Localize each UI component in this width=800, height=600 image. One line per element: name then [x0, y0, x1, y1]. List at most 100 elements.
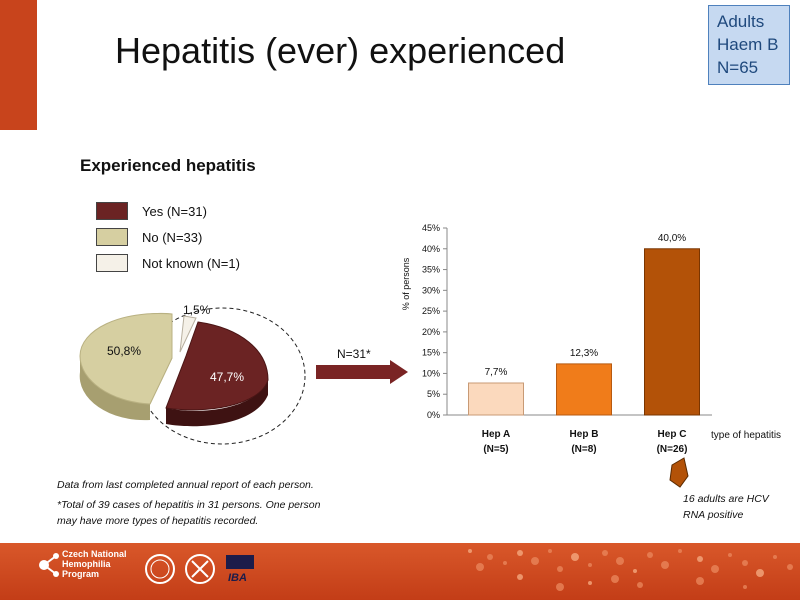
y-tick-label: 25%	[422, 306, 440, 316]
bar-category-count: (N=5)	[483, 444, 508, 455]
map-dot	[697, 556, 703, 562]
footer-bar: IBA Czech National Hemophilia Program	[0, 543, 800, 600]
pie-label-yes: 47,7%	[210, 370, 244, 384]
pie-label-no: 50,8%	[107, 344, 141, 358]
map-dot	[487, 554, 493, 560]
pie-highlight-ellipse	[138, 307, 306, 445]
info-box: Adults Haem B N=65	[708, 5, 790, 85]
map-dot	[588, 563, 592, 567]
footer-graphics: IBA	[39, 549, 793, 591]
map-dot	[588, 581, 592, 585]
info-box-line-3: N=65	[717, 58, 759, 77]
pie-slice-yes-side	[166, 380, 268, 427]
y-tick-label: 20%	[422, 327, 440, 337]
bar-category-count: (N=26)	[657, 444, 688, 455]
map-dot	[711, 565, 719, 573]
arrow-head	[390, 360, 408, 384]
note-total: *Total of 39 cases of hepatitis in 31 pe…	[57, 497, 320, 529]
hcv-callout-line-1: 16 adults are HCV	[683, 493, 769, 505]
bar-hep-a	[468, 382, 524, 416]
legend-swatch-unknown	[96, 254, 128, 272]
map-dot	[633, 569, 637, 573]
map-dot	[637, 582, 643, 588]
pie-legend: Yes (N=31) No (N=33) Not known (N=1)	[96, 198, 240, 276]
pie-slice-unknown	[179, 315, 197, 353]
note-total-line-1: *Total of 39 cases of hepatitis in 31 pe…	[57, 499, 321, 511]
map-dot	[602, 550, 608, 556]
map-dot	[647, 552, 653, 558]
arrow-label: N=31*	[337, 347, 371, 361]
program-logo-line-3: Program	[62, 569, 100, 579]
map-dot	[696, 577, 704, 585]
legend-item-no: No (N=33)	[96, 224, 240, 250]
map-dot	[678, 549, 682, 553]
bar-x-axis-label: type of hepatitis	[711, 430, 781, 441]
map-dot	[557, 566, 563, 572]
bar-hep-b	[556, 363, 612, 416]
legend-item-unknown: Not known (N=1)	[96, 250, 240, 276]
bar-category-label: Hep A	[482, 429, 511, 440]
network-icon	[39, 553, 59, 577]
map-dot	[571, 553, 579, 561]
bar-category-label: Hep B	[570, 429, 599, 440]
map-dot	[773, 555, 777, 559]
bar-marks: 7,7% Hep A (N=5) 12,3% Hep B (N=8) 40,0% Hep C (…	[468, 233, 700, 455]
info-box-line-1: Adults	[717, 12, 765, 31]
bar-y-axis-label: % of persons	[401, 257, 411, 310]
pie-slice-no-main	[79, 312, 173, 405]
university-seal-icon	[145, 554, 215, 584]
y-tick-label: 0%	[427, 410, 440, 420]
map-dot	[517, 550, 523, 556]
arrow-body	[316, 365, 390, 379]
bar-category-count: (N=8)	[571, 444, 596, 455]
bar-category-label: Hep C	[658, 429, 687, 440]
program-logo-line-2: Hemophilia	[62, 559, 111, 569]
map-dot	[728, 553, 732, 557]
bar-hep-c	[644, 248, 700, 416]
legend-label-no: No (N=33)	[142, 229, 203, 245]
bar-value-label: 7,7%	[485, 367, 508, 378]
info-box-line-2: Haem B	[717, 35, 779, 54]
callout-arrow	[669, 457, 689, 488]
corner-accent	[0, 0, 37, 130]
map-dot	[476, 563, 484, 571]
map-dot	[787, 564, 793, 570]
pie-slice-yes	[165, 321, 269, 411]
map-dot	[548, 549, 552, 553]
y-tick-label: 10%	[422, 368, 440, 378]
y-tick-label: 35%	[422, 265, 440, 275]
svg-text:IBA: IBA	[228, 572, 247, 584]
iba-logo-icon: IBA	[226, 555, 254, 584]
program-logo-text: Czech National Hemophilia Program	[62, 549, 127, 579]
map-dot	[556, 583, 564, 591]
map-dot	[661, 561, 669, 569]
legend-label-yes: Yes (N=31)	[142, 203, 207, 219]
map-dot	[517, 574, 523, 580]
legend-swatch-no	[96, 228, 128, 246]
pie-label-unknown: 1,5%	[183, 303, 211, 317]
map-dot	[742, 560, 748, 566]
hcv-callout: 16 adults are HCV RNA positive	[683, 491, 769, 523]
hcv-callout-line-2: RNA positive	[683, 509, 744, 521]
map-dot	[611, 575, 619, 583]
map-dot	[468, 549, 472, 553]
legend-label-unknown: Not known (N=1)	[142, 255, 240, 271]
map-dot	[743, 585, 747, 589]
bar-y-ticks: 0% 5% 10% 15% 20% 25% 30% 35% 40% 45%	[422, 223, 447, 420]
map-dots-decoration	[468, 549, 793, 591]
map-dot	[503, 561, 507, 565]
map-dot	[756, 569, 764, 577]
bar-value-label: 40,0%	[658, 233, 686, 244]
slide-title: Hepatitis (ever) experienced	[115, 30, 566, 71]
note-total-line-2: may have more types of hepatitis recorde…	[57, 515, 259, 527]
y-tick-label: 30%	[422, 285, 440, 295]
map-dot	[616, 557, 624, 565]
legend-item-yes: Yes (N=31)	[96, 198, 240, 224]
map-dot	[531, 557, 539, 565]
y-tick-label: 45%	[422, 223, 440, 233]
note-data-source: Data from last completed annual report o…	[57, 479, 314, 491]
bar-value-label: 12,3%	[570, 348, 598, 359]
legend-swatch-yes	[96, 202, 128, 220]
y-tick-label: 15%	[422, 348, 440, 358]
